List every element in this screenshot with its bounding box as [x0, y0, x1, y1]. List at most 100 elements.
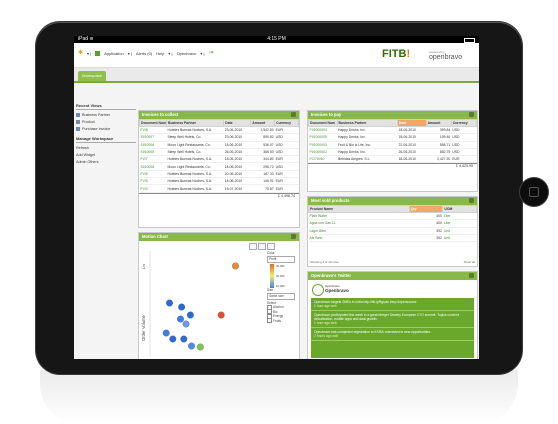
table-cell[interactable]: FV/2 — [139, 184, 167, 193]
menu-user[interactable]: Openbravo — [176, 51, 197, 56]
chart-point[interactable] — [217, 311, 225, 319]
recent-item-business-partner[interactable]: Business Partner — [76, 112, 136, 119]
chart-point[interactable] — [178, 303, 186, 311]
table-cell[interactable]: SI/10006 — [139, 141, 167, 149]
pay-header-cell[interactable]: Currency — [450, 119, 477, 127]
color-select[interactable]: Profit — [267, 256, 295, 263]
show-all-link[interactable]: Show all — [463, 260, 475, 264]
table-row[interactable]: FC/70010 Bebidas Alegres, S.L. 18-06-2010 2… — [308, 155, 477, 164]
table-cell[interactable]: Liter — [442, 212, 477, 221]
menu-help[interactable]: Help — [156, 51, 165, 56]
widget-title: Motion Chart — [142, 234, 168, 239]
table-cell[interactable]: FV/6 — [139, 177, 167, 186]
table-row[interactable]: FV/7 Hoteles Buenas Noches, S.A. 18-06-201… — [139, 155, 299, 164]
chart-point[interactable] — [186, 311, 194, 319]
chart-point[interactable] — [166, 299, 173, 307]
table-row[interactable]: Lager Beer 392 Unit — [308, 227, 477, 235]
pay-header-cell[interactable]: Date — [397, 119, 427, 127]
chart-point[interactable] — [188, 342, 195, 350]
chart-line-button[interactable] — [267, 243, 275, 250]
wrench-icon[interactable] — [469, 198, 474, 203]
arrow-right-icon[interactable]: ⇥ — [208, 50, 214, 56]
recent-item-product[interactable]: Product — [76, 119, 136, 126]
sold-header-cell[interactable]: Product Name — [308, 205, 410, 213]
collect-header-cell[interactable]: Business Partner — [166, 119, 225, 127]
wrench-icon[interactable] — [291, 234, 296, 239]
grid-icon[interactable] — [95, 51, 101, 56]
table-cell[interactable]: Liter — [442, 219, 477, 228]
pay-header-cell[interactable]: Document Num — [308, 119, 338, 127]
menu-alerts[interactable]: Alerts (0) — [135, 51, 153, 56]
collect-header-cell[interactable]: Currency — [274, 119, 299, 127]
table-row[interactable]: Agua con Gas 1L 400 Liter — [308, 219, 477, 228]
table-row[interactable]: PI/1000005 Happy Drinks, Inc. 18-06-2010 15… — [308, 133, 477, 142]
nav-refresh[interactable]: Refresh — [76, 146, 89, 150]
table-row[interactable]: SI/10005 Sleep Well Hotels, Co. 26-06-2010… — [139, 148, 299, 157]
table-cell[interactable]: Unit — [442, 227, 477, 235]
chart-point[interactable] — [196, 343, 204, 351]
tab-workspace[interactable]: Workspace — [78, 71, 106, 81]
table-row[interactable]: SI/10007 Sleep Well Hotels, Co. 23-06-2010… — [139, 133, 299, 142]
wrench-icon[interactable] — [469, 112, 474, 117]
chart-bubble-button[interactable] — [249, 243, 257, 250]
chart-point[interactable] — [162, 329, 170, 337]
chevron-down-icon: ▾ | — [168, 51, 173, 56]
wrench-icon[interactable] — [469, 273, 474, 278]
table-row[interactable]: FV/5 Hoteles Buenas Noches, S.A. 20-06-201… — [139, 170, 299, 179]
checkbox[interactable] — [267, 318, 272, 324]
chart-point[interactable] — [177, 315, 184, 323]
table-row[interactable]: PI/1000004 Happy Drinks, Inc. 18-06-2010 39… — [308, 126, 477, 135]
table-cell[interactable]: PI/1000003 — [308, 141, 338, 149]
table-row[interactable]: SI/10008 Moon Light Restaurants, Co. 18-06… — [139, 162, 299, 171]
pay-header-cell[interactable]: Business Partner — [336, 119, 399, 127]
menu-application[interactable]: Application — [104, 51, 124, 56]
table-cell[interactable]: PI/1000002 — [308, 148, 338, 157]
table-cell[interactable]: FC/70010 — [308, 155, 338, 164]
sold-header-cell[interactable]: UOM — [442, 205, 477, 213]
table-cell[interactable]: FV/7 — [139, 155, 167, 164]
collect-header-cell[interactable]: Amount — [250, 119, 276, 127]
table-cell[interactable]: SI/10008 — [139, 162, 167, 171]
table-row[interactable]: FV/6 Hoteles Buenas Noches, S.A. 18-06-201… — [139, 177, 299, 186]
table-cell[interactable]: PI/1000004 — [308, 126, 338, 135]
wrench-icon[interactable] — [291, 112, 296, 117]
table-row[interactable]: FV/2 Hoteles Buenas Noches, S.A. 15-07-201… — [139, 184, 299, 193]
pay-total: Σ 4,425.95 — [308, 163, 477, 168]
chart-point[interactable] — [180, 335, 188, 343]
nav-add-widget[interactable]: Add Widget — [76, 153, 96, 157]
table-cell[interactable]: Plain Water — [308, 212, 410, 221]
chart-bar-button[interactable] — [258, 243, 266, 250]
table-cell[interactable]: SI/10007 — [139, 133, 167, 142]
chart-point[interactable] — [182, 320, 190, 328]
select-item[interactable]: Fruits — [267, 318, 295, 324]
twitter-account[interactable]: Openbravo Openbravo — [325, 284, 349, 293]
table-row[interactable]: FV/8 Hoteles Buenas Noches, S.A. 23-06-201… — [139, 126, 299, 135]
nav-admin-others[interactable]: Admin Others — [76, 160, 99, 164]
table-cell[interactable]: Lager Beer — [308, 227, 410, 235]
star-icon[interactable]: ✱ — [78, 50, 84, 56]
table-cell: Hoteles Buenas Noches, S.A. — [166, 155, 224, 164]
table-row[interactable]: PI/1000002 Happy Drinks, Inc. 26-06-2010 88… — [308, 148, 477, 157]
table-cell[interactable]: Unit — [442, 234, 477, 243]
table-row[interactable]: PI/1000003 Fruit & Bio is Life, Inc. 22-06… — [308, 141, 477, 149]
collect-header-cell[interactable]: Document Num — [139, 119, 168, 127]
size-select[interactable]: Same size — [267, 293, 295, 300]
table-row[interactable]: Plain Water 400 Liter — [308, 212, 477, 221]
chart-point[interactable] — [232, 262, 239, 270]
table-cell[interactable]: Agua con Gas 1L — [308, 219, 410, 228]
table-cell[interactable]: SI/10005 — [139, 148, 167, 157]
recent-item-purchase-invoice[interactable]: Purchase Invoice — [76, 126, 136, 133]
sold-header-cell[interactable]: Qty — [408, 205, 444, 213]
table-cell: EUR — [274, 184, 299, 193]
chart-point[interactable] — [169, 335, 177, 343]
pay-header-cell[interactable]: Amount — [425, 119, 452, 127]
table-cell[interactable]: FV/5 — [139, 170, 167, 179]
widget-header: Openbravo's Twitter — [308, 272, 477, 280]
table-row[interactable]: SI/10006 Moon Light Restaurants, Co. 18-06… — [139, 141, 299, 149]
collect-header-cell[interactable]: Date — [223, 119, 252, 127]
home-button[interactable] — [520, 178, 548, 206]
table-row[interactable]: Ale Beer 392 Unit — [308, 234, 477, 243]
table-cell[interactable]: FV/8 — [139, 126, 167, 135]
table-cell[interactable]: PI/1000005 — [308, 133, 338, 142]
table-cell[interactable]: Ale Beer — [308, 234, 410, 243]
